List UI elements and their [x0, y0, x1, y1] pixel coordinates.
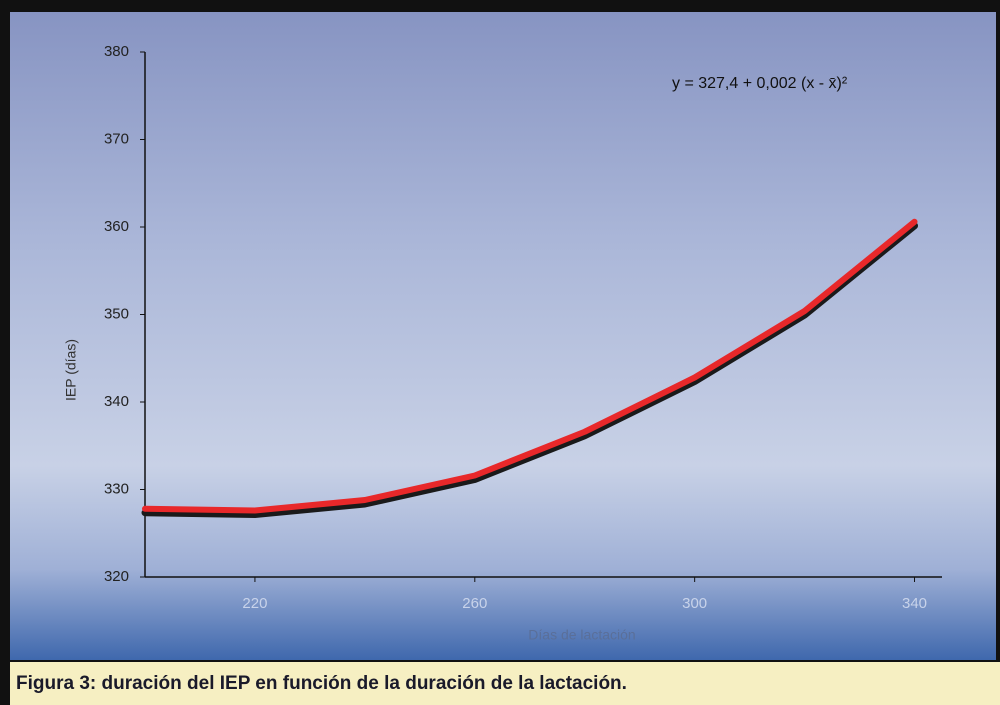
- x-tick-label: 260: [462, 595, 487, 612]
- x-axis-label: Días de lactación: [528, 627, 635, 643]
- y-tick-label: 340: [104, 393, 129, 410]
- caption: Figura 3: duración del IEP en función de…: [16, 673, 627, 694]
- y-tick-label: 370: [104, 130, 129, 147]
- y-tick-label: 360: [104, 218, 129, 235]
- y-tick-label: 320: [104, 568, 129, 585]
- x-tick-label: 340: [902, 595, 927, 612]
- plot-background: [10, 12, 996, 660]
- caption-bar: [10, 662, 1000, 705]
- y-tick-label: 330: [104, 480, 129, 497]
- annotation: y = 327,4 + 0,002 (x - x̄)²: [672, 75, 848, 92]
- line-shadow: [141, 222, 919, 518]
- x-tick-label: 220: [242, 595, 267, 612]
- y-tick-label: 380: [104, 43, 129, 60]
- line: [142, 218, 918, 514]
- y-tick-label: 350: [104, 305, 129, 322]
- y-axis-label: IEP (días): [63, 339, 79, 401]
- x-tick-label: 300: [682, 595, 707, 612]
